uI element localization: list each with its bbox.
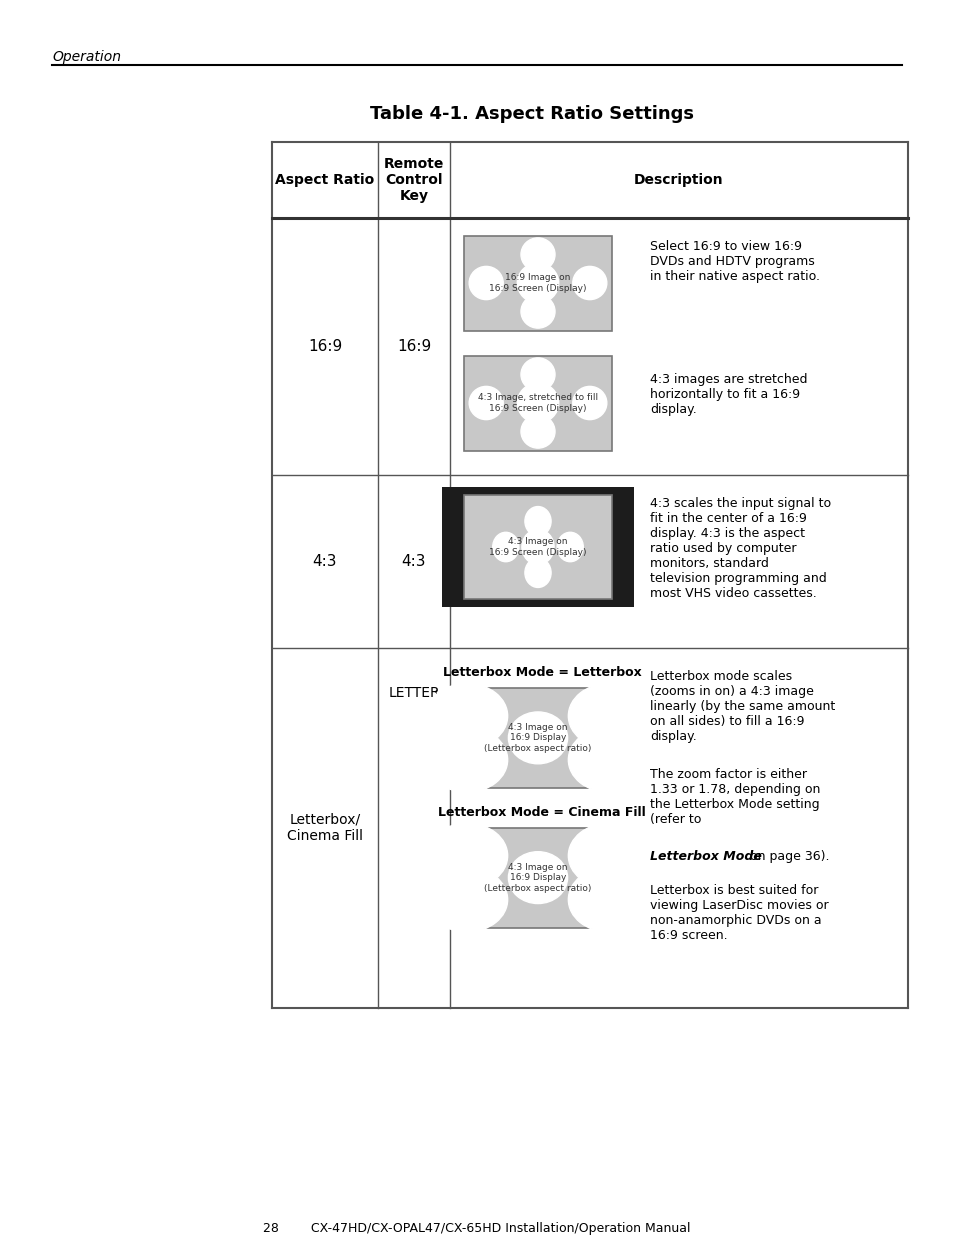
Ellipse shape <box>426 824 507 888</box>
FancyBboxPatch shape <box>463 688 612 788</box>
Text: Description: Description <box>634 173 723 186</box>
Text: Aspect Ratio: Aspect Ratio <box>275 173 375 186</box>
Ellipse shape <box>508 852 567 904</box>
Text: Letterbox/
Cinema Fill: Letterbox/ Cinema Fill <box>287 813 363 844</box>
Ellipse shape <box>492 532 518 562</box>
Ellipse shape <box>426 683 507 748</box>
Ellipse shape <box>426 867 507 932</box>
Ellipse shape <box>508 711 567 763</box>
Text: The zoom factor is either
1.33 or 1.78, depending on
the Letterbox Mode setting
: The zoom factor is either 1.33 or 1.78, … <box>649 768 820 826</box>
Text: 16:9: 16:9 <box>308 338 342 354</box>
FancyBboxPatch shape <box>463 827 612 927</box>
Ellipse shape <box>426 727 507 792</box>
Ellipse shape <box>469 267 502 300</box>
Ellipse shape <box>572 267 606 300</box>
Ellipse shape <box>524 558 551 588</box>
Text: LETTER: LETTER <box>388 685 439 700</box>
Text: 16:9 Image on
16:9 Screen (Display): 16:9 Image on 16:9 Screen (Display) <box>489 273 586 293</box>
Text: 4:3 Image on
16:9 Display
(Letterbox aspect ratio): 4:3 Image on 16:9 Display (Letterbox asp… <box>484 863 591 893</box>
Ellipse shape <box>520 415 555 448</box>
Text: 4:3 images are stretched
horizontally to fit a 16:9
display.: 4:3 images are stretched horizontally to… <box>649 373 806 416</box>
Ellipse shape <box>524 506 551 536</box>
Ellipse shape <box>568 683 649 748</box>
Text: 28        CX-47HD/CX-OPAL47/CX-65HD Installation/Operation Manual: 28 CX-47HD/CX-OPAL47/CX-65HD Installatio… <box>263 1221 690 1235</box>
Bar <box>441 487 634 608</box>
FancyBboxPatch shape <box>463 495 612 599</box>
Ellipse shape <box>568 824 649 888</box>
Text: 4:3: 4:3 <box>401 555 426 569</box>
Text: Remote
Control
Key: Remote Control Key <box>383 157 444 204</box>
Text: on page 36).: on page 36). <box>749 850 828 863</box>
Text: Letterbox Mode = Letterbox: Letterbox Mode = Letterbox <box>442 666 640 679</box>
Text: 4:3 Image, stretched to fill
16:9 Screen (Display): 4:3 Image, stretched to fill 16:9 Screen… <box>477 393 598 412</box>
FancyBboxPatch shape <box>487 501 588 593</box>
Text: Select 16:9 to view 16:9
DVDs and HDTV programs
in their native aspect ratio.: Select 16:9 to view 16:9 DVDs and HDTV p… <box>649 240 820 283</box>
Ellipse shape <box>520 295 555 329</box>
Text: Operation: Operation <box>52 49 121 64</box>
Text: Letterbox is best suited for
viewing LaserDisc movies or
non-anamorphic DVDs on : Letterbox is best suited for viewing Las… <box>649 884 828 942</box>
FancyBboxPatch shape <box>463 236 612 331</box>
Text: Letterbox Mode = Cinema Fill: Letterbox Mode = Cinema Fill <box>437 805 645 819</box>
Ellipse shape <box>469 387 502 420</box>
Ellipse shape <box>517 263 558 303</box>
Text: 16:9: 16:9 <box>396 338 431 354</box>
Ellipse shape <box>517 383 558 422</box>
Ellipse shape <box>520 358 555 391</box>
FancyBboxPatch shape <box>463 356 612 451</box>
Ellipse shape <box>568 867 649 932</box>
Ellipse shape <box>521 530 554 564</box>
Text: Letterbox mode scales
(zooms in on) a 4:3 image
linearly (by the same amount
on : Letterbox mode scales (zooms in on) a 4:… <box>649 671 835 743</box>
Text: Letterbox Mode: Letterbox Mode <box>649 850 761 863</box>
Ellipse shape <box>568 727 649 792</box>
Text: 4:3 Image on
16:9 Screen (Display): 4:3 Image on 16:9 Screen (Display) <box>489 537 586 557</box>
Ellipse shape <box>557 532 582 562</box>
Text: 4:3 Image on
16:9 Display
(Letterbox aspect ratio): 4:3 Image on 16:9 Display (Letterbox asp… <box>484 722 591 753</box>
Text: 4:3 scales the input signal to
fit in the center of a 16:9
display. 4:3 is the a: 4:3 scales the input signal to fit in th… <box>649 496 830 600</box>
Text: 4:3: 4:3 <box>313 555 337 569</box>
Ellipse shape <box>520 238 555 272</box>
Ellipse shape <box>572 387 606 420</box>
Text: Table 4-1. Aspect Ratio Settings: Table 4-1. Aspect Ratio Settings <box>370 105 693 124</box>
